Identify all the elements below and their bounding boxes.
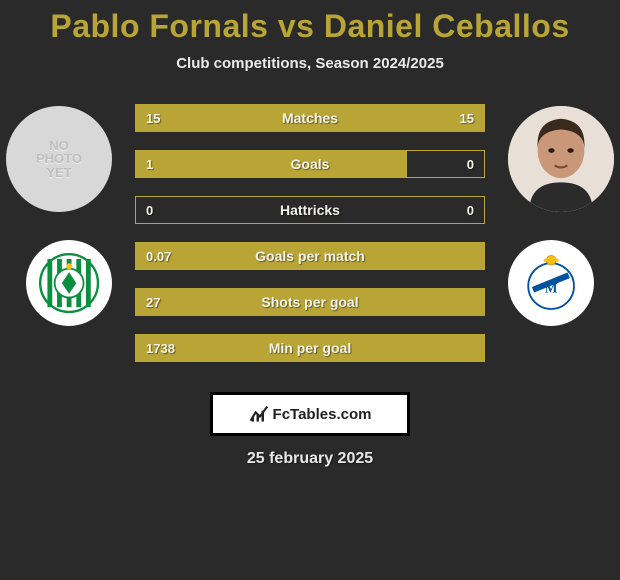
brand-footer[interactable]: FcTables.com [210,392,410,436]
stat-row: Shots per goal27 [135,288,485,316]
stat-row: Min per goal1738 [135,334,485,362]
stat-bar-right-fill [310,105,484,131]
compare-area: NO PHOTO YET [0,100,620,380]
player-left-avatar: NO PHOTO YET [6,106,112,212]
no-photo-placeholder: NO PHOTO YET [36,139,82,180]
stat-bar-left-fill [136,289,484,315]
chart-icon [249,404,269,424]
stat-bar-left-fill [136,105,310,131]
stat-row: Hattricks00 [135,196,485,224]
stat-row: Matches1515 [135,104,485,132]
player-portrait-icon [508,106,614,212]
stat-row: Goals10 [135,150,485,178]
subtitle: Club competitions, Season 2024/2025 [0,55,620,72]
club-right-badge: M [508,240,594,326]
stat-bar-left-fill [136,243,484,269]
svg-text:M: M [545,281,558,296]
page-title: Pablo Fornals vs Daniel Ceballos [0,8,620,45]
betis-crest-icon [39,253,99,313]
stat-bars: Matches1515 Goals10 Hattricks00 Goals per m… [135,104,485,362]
real-madrid-crest-icon: M [521,253,581,313]
stat-row: Goals per match0.07 [135,242,485,270]
stat-bar-gap [407,151,484,177]
brand-text: FcTables.com [273,406,372,423]
stat-bar-left-fill [136,335,484,361]
player-right-avatar [508,106,614,212]
date-text: 25 february 2025 [0,450,620,468]
club-left-badge [26,240,112,326]
stat-bar-gap [136,197,484,223]
stat-bar-left-fill [136,151,407,177]
